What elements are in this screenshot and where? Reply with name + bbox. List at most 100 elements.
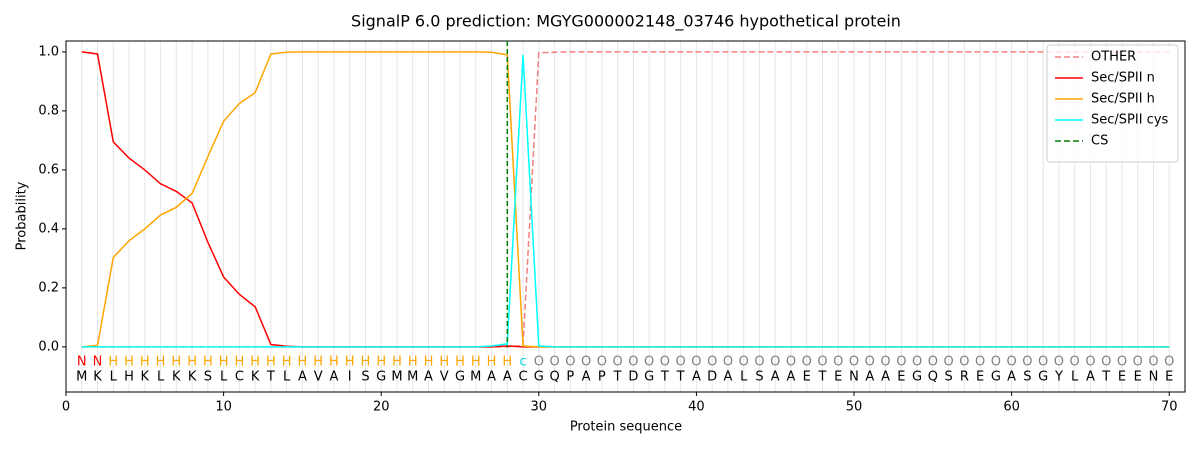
- x-tick-label: 60: [1003, 400, 1020, 415]
- x-tick-label: 40: [688, 400, 705, 415]
- residue: Y: [1054, 370, 1063, 385]
- residue: K: [188, 370, 197, 385]
- residue-label: O: [676, 355, 686, 370]
- residue: G: [991, 370, 1001, 385]
- residue: A: [771, 370, 780, 385]
- residue-label: c: [519, 355, 526, 370]
- residue: L: [157, 370, 165, 385]
- residue-label: O: [644, 355, 654, 370]
- residue: V: [314, 370, 323, 385]
- residue: A: [692, 370, 701, 385]
- residue: M: [391, 370, 402, 385]
- residue-label: H: [345, 355, 355, 370]
- residue-label: O: [723, 355, 733, 370]
- residue: K: [93, 370, 102, 385]
- residue-label: O: [975, 355, 985, 370]
- residue-label: H: [187, 355, 197, 370]
- y-tick-label: 0.0: [38, 339, 59, 354]
- residue: A: [1086, 370, 1095, 385]
- residue-label: H: [424, 355, 434, 370]
- residue-label: O: [865, 355, 875, 370]
- residue: A: [582, 370, 591, 385]
- y-tick-label: 0.6: [38, 162, 59, 177]
- residue: D: [628, 370, 638, 385]
- x-tick-label: 70: [1161, 400, 1178, 415]
- residue-label: H: [455, 355, 465, 370]
- residue: M: [407, 370, 418, 385]
- residue-label: O: [613, 355, 623, 370]
- residue-label: H: [250, 355, 260, 370]
- residue-label: H: [108, 355, 118, 370]
- residue-label: O: [1007, 355, 1017, 370]
- residue: M: [470, 370, 481, 385]
- residue-label: O: [1101, 355, 1111, 370]
- x-tick-label: 50: [846, 400, 863, 415]
- residue: T: [613, 370, 622, 385]
- residue: P: [566, 370, 574, 385]
- residue-label: H: [439, 355, 449, 370]
- residue-label: O: [1054, 355, 1064, 370]
- residue-label: H: [392, 355, 402, 370]
- residue-label: H: [408, 355, 418, 370]
- residue-label: H: [156, 355, 166, 370]
- y-axis-label: Probability: [15, 181, 30, 250]
- y-tick-label: 0.4: [38, 221, 59, 236]
- legend-label: OTHER: [1091, 50, 1136, 65]
- residue: K: [141, 370, 150, 385]
- residue: G: [376, 370, 386, 385]
- residue: G: [912, 370, 922, 385]
- residue: N: [1149, 370, 1159, 385]
- x-tick-label: 20: [373, 400, 390, 415]
- residue: L: [110, 370, 118, 385]
- residue: D: [707, 370, 717, 385]
- residue-label: O: [817, 355, 827, 370]
- residue: G: [1038, 370, 1048, 385]
- residue-label: O: [1038, 355, 1048, 370]
- residue: P: [598, 370, 606, 385]
- residue-label: O: [912, 355, 922, 370]
- residue-label: O: [1085, 355, 1095, 370]
- residue-label: N: [93, 355, 103, 370]
- plot-frame: [65, 40, 1186, 393]
- residue: A: [424, 370, 433, 385]
- residue-label: H: [282, 355, 292, 370]
- residue: A: [865, 370, 874, 385]
- residue-label: O: [534, 355, 544, 370]
- residue-label: H: [203, 355, 213, 370]
- residue: A: [298, 370, 307, 385]
- residue-label: H: [266, 355, 276, 370]
- residue-label: H: [487, 355, 497, 370]
- residue: S: [204, 370, 212, 385]
- residue: A: [1007, 370, 1016, 385]
- residue: S: [361, 370, 369, 385]
- residue: N: [849, 370, 859, 385]
- legend-label: Sec/SPII cys: [1091, 113, 1169, 128]
- series-line: [81, 51, 1170, 348]
- residue-label: N: [77, 355, 87, 370]
- residue-label: O: [660, 355, 670, 370]
- y-tick-label: 0.2: [38, 280, 59, 295]
- residue-label: O: [943, 355, 953, 370]
- residue: V: [440, 370, 449, 385]
- residue: A: [487, 370, 496, 385]
- residue-label: H: [124, 355, 134, 370]
- legend-label: Sec/SPII h: [1091, 92, 1155, 107]
- residue: T: [818, 370, 827, 385]
- residue: G: [534, 370, 544, 385]
- residue-label: O: [1164, 355, 1174, 370]
- residue: T: [676, 370, 685, 385]
- residue-label: O: [1022, 355, 1032, 370]
- residue-label: O: [1133, 355, 1143, 370]
- residue: A: [329, 370, 338, 385]
- residue-label: O: [739, 355, 749, 370]
- residue-label: O: [786, 355, 796, 370]
- residue-label: H: [234, 355, 244, 370]
- chart-title: SignalP 6.0 prediction: MGYG000002148_03…: [351, 12, 901, 32]
- residue-label: O: [754, 355, 764, 370]
- y-tick-label: 1.0: [38, 44, 59, 59]
- residue: A: [723, 370, 732, 385]
- legend-box: [1046, 44, 1179, 163]
- residue: C: [235, 370, 244, 385]
- x-tick-label: 30: [531, 400, 548, 415]
- residue: G: [644, 370, 654, 385]
